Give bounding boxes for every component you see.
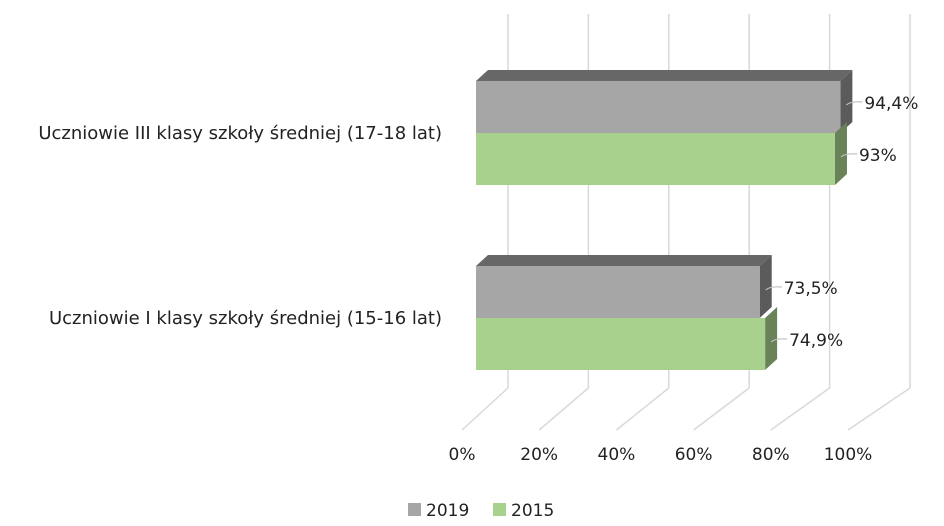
bar-side-face bbox=[840, 70, 853, 133]
data-label: 93% bbox=[859, 146, 897, 166]
floor-gridline bbox=[770, 387, 831, 431]
y-category-label: Uczniowie III klasy szkoły średniej (17-… bbox=[38, 123, 442, 144]
bar-side-face bbox=[834, 122, 847, 185]
data-label: 74,9% bbox=[789, 331, 843, 351]
bar-top-face bbox=[476, 255, 772, 266]
bar-side-face bbox=[765, 307, 778, 370]
floor-gridline bbox=[461, 387, 509, 431]
legend-layer: 2019 2015 bbox=[408, 501, 554, 521]
floor-gridline bbox=[847, 387, 911, 431]
y-category-label: Uczniowie I klasy szkoły średniej (15-16… bbox=[49, 308, 442, 329]
data-label-leader bbox=[845, 101, 863, 106]
label-layer: 0% 20% 40% 60% 80% 100% 94,4% 93% Uczniowie III … bbox=[38, 94, 918, 465]
bar bbox=[476, 266, 760, 318]
bar-layer bbox=[476, 70, 853, 370]
bar bbox=[476, 318, 766, 370]
legend-swatch bbox=[493, 503, 506, 516]
data-label-leader bbox=[770, 338, 788, 343]
x-tick-label: 40% bbox=[598, 445, 636, 465]
data-label-leader bbox=[765, 286, 782, 291]
bar bbox=[476, 133, 835, 185]
data-label: 73,5% bbox=[784, 279, 838, 299]
floor-gridline bbox=[538, 387, 589, 431]
x-tick-label: 0% bbox=[449, 445, 476, 465]
bar bbox=[476, 81, 841, 133]
data-label-leader bbox=[840, 153, 858, 158]
floor-gridline bbox=[615, 387, 670, 431]
data-label: 94,4% bbox=[864, 94, 918, 114]
bar-side-face bbox=[759, 255, 772, 318]
x-tick-label: 60% bbox=[675, 445, 713, 465]
legend-swatch bbox=[408, 503, 421, 516]
legend-label: 2019 bbox=[426, 501, 469, 521]
floor-gridline bbox=[693, 387, 750, 431]
x-tick-label: 80% bbox=[752, 445, 790, 465]
x-tick-label: 100% bbox=[824, 445, 873, 465]
legend-label: 2015 bbox=[511, 501, 554, 521]
x-tick-label: 20% bbox=[520, 445, 558, 465]
bar-top-face bbox=[476, 70, 853, 81]
